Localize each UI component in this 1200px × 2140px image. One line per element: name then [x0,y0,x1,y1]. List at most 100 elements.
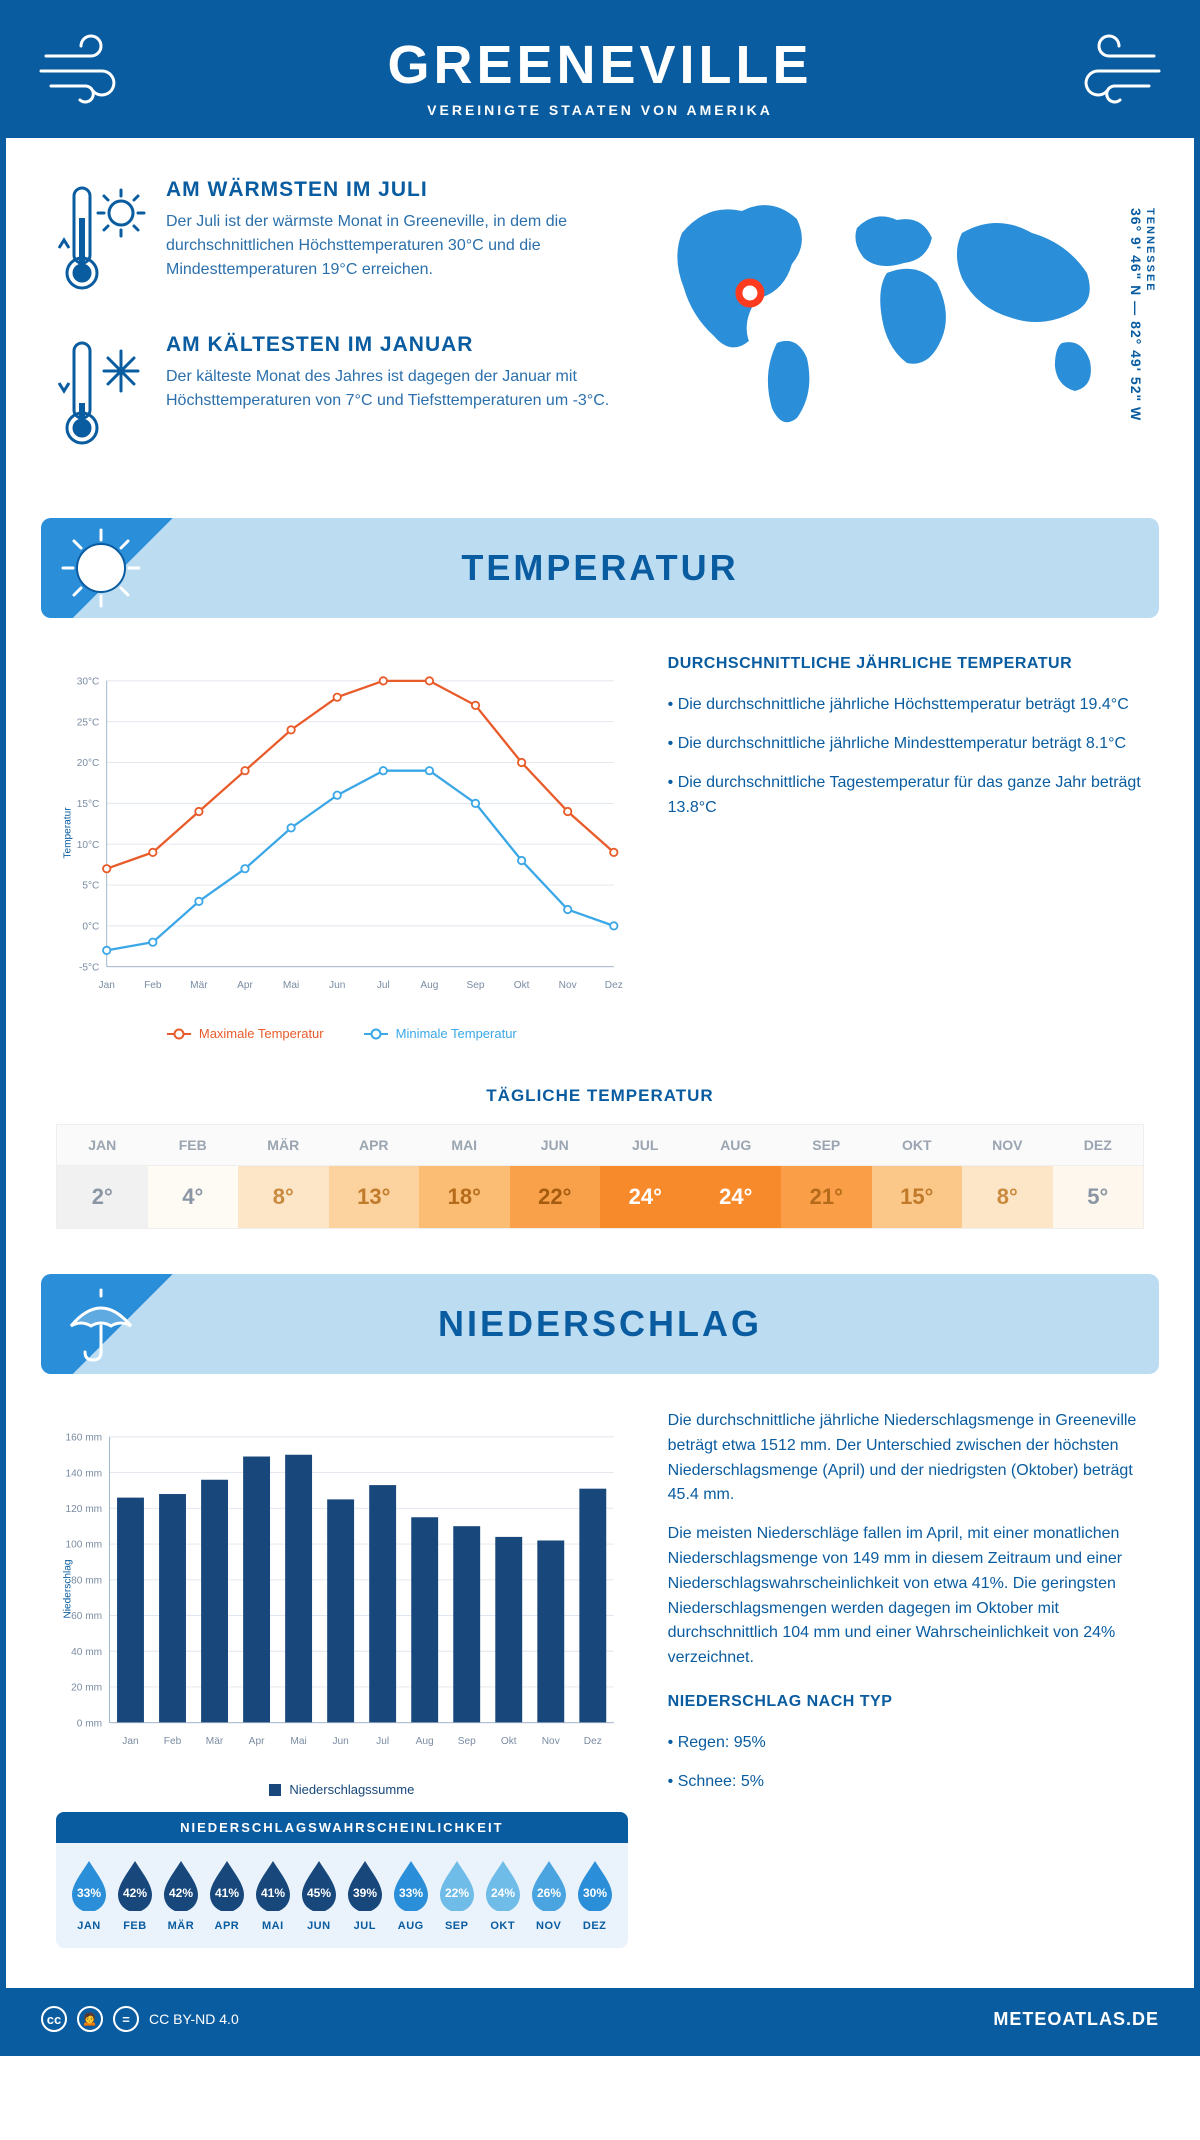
month-header: JUL [600,1125,691,1166]
temp-value: 22° [510,1166,601,1228]
temp-value: 4° [148,1166,239,1228]
coordinates: TENNESSEE 36° 9' 46" N — 82° 49' 52" W [1128,208,1156,421]
probability-drop: 26%NOV [526,1857,572,1932]
svg-text:Mai: Mai [290,1736,306,1747]
svg-text:24%: 24% [491,1886,515,1900]
nd-icon: = [113,2006,139,2032]
svg-text:Mär: Mär [190,980,208,991]
probability-heading: NIEDERSCHLAGSWAHRSCHEINLICHKEIT [56,1812,628,1843]
wind-icon [1064,31,1164,111]
page-title: GREENEVILLE [26,34,1174,96]
svg-text:15°C: 15°C [77,799,100,810]
svg-text:Mär: Mär [206,1736,224,1747]
svg-text:42%: 42% [169,1886,193,1900]
month-header: OKT [872,1125,963,1166]
wind-icon [36,31,136,111]
svg-text:Okt: Okt [501,1736,517,1747]
temp-value: 21° [781,1166,872,1228]
precip-bar-chart: 0 mm20 mm40 mm60 mm80 mm100 mm120 mm140 … [56,1409,628,1769]
svg-text:42%: 42% [123,1886,147,1900]
probability-drop: 42%FEB [112,1857,158,1932]
page-subtitle: VEREINIGTE STAATEN VON AMERIKA [26,102,1174,118]
month-header: JAN [57,1125,148,1166]
month-header: FEB [148,1125,239,1166]
temp-value: 13° [329,1166,420,1228]
daily-temp-heading: TÄGLICHE TEMPERATUR [6,1086,1194,1106]
svg-text:Aug: Aug [416,1736,434,1747]
temp-value: 5° [1053,1166,1144,1228]
probability-drop: 42%MÄR [158,1857,204,1932]
temp-heading: TEMPERATUR [41,547,1159,589]
temp-value: 8° [962,1166,1053,1228]
temp-line-chart: -5°C0°C5°C10°C15°C20°C25°C30°CJanFebMärA… [56,653,628,1013]
svg-text:Feb: Feb [164,1736,182,1747]
probability-box: NIEDERSCHLAGSWAHRSCHEINLICHKEIT 33%JAN42… [56,1812,628,1948]
month-header: DEZ [1053,1125,1144,1166]
probability-drop: 41%MAI [250,1857,296,1932]
month-header: AUG [691,1125,782,1166]
temp-value: 24° [691,1166,782,1228]
temp-section-banner: TEMPERATUR [41,518,1159,618]
probability-drops: 33%JAN42%FEB42%MÄR41%APR41%MAI45%JUN39%J… [66,1857,618,1932]
svg-text:Feb: Feb [144,980,162,991]
sun-icon [59,526,143,610]
svg-text:45%: 45% [307,1886,331,1900]
svg-text:Jun: Jun [332,1736,348,1747]
temp-bullet-2: • Die durchschnittliche jährliche Mindes… [668,732,1144,757]
month-header: JUN [510,1125,601,1166]
svg-text:30%: 30% [583,1886,607,1900]
svg-text:Okt: Okt [514,980,530,991]
temp-summary: DURCHSCHNITTLICHE JÄHRLICHE TEMPERATUR •… [668,653,1144,1041]
svg-text:40 mm: 40 mm [71,1647,102,1658]
svg-text:Jul: Jul [377,980,390,991]
temp-bullet-1: • Die durchschnittliche jährliche Höchst… [668,693,1144,718]
warmest-text: Der Juli ist der wärmste Monat in Greene… [166,210,610,282]
month-header: SEP [781,1125,872,1166]
world-map [640,178,1144,438]
probability-drop: 41%APR [204,1857,250,1932]
svg-text:Jan: Jan [99,980,115,991]
coldest-text: Der kälteste Monat des Jahres ist dagege… [166,365,610,413]
umbrella-icon [59,1282,143,1366]
brand: METEOATLAS.DE [993,2009,1159,2030]
temp-value: 15° [872,1166,963,1228]
svg-text:Aug: Aug [420,980,438,991]
probability-drop: 33%JAN [66,1857,112,1932]
temp-value: 8° [238,1166,329,1228]
probability-drop: 45%JUN [296,1857,342,1932]
svg-text:Nov: Nov [542,1736,561,1747]
svg-text:Apr: Apr [249,1736,265,1747]
probability-drop: 24%OKT [480,1857,526,1932]
warmest-title: AM WÄRMSTEN IM JULI [166,178,610,202]
svg-text:33%: 33% [77,1886,101,1900]
svg-text:Jun: Jun [329,980,345,991]
thermometer-hot-icon [56,178,146,298]
page: GREENEVILLE VEREINIGTE STAATEN VON AMERI… [0,0,1200,2056]
svg-text:80 mm: 80 mm [71,1575,102,1586]
svg-text:120 mm: 120 mm [66,1504,103,1515]
probability-drop: 33%AUG [388,1857,434,1932]
coldest-title: AM KÄLTESTEN IM JANUAR [166,333,610,357]
svg-text:39%: 39% [353,1886,377,1900]
precip-legend: Niederschlagssumme [56,1782,628,1797]
svg-text:26%: 26% [537,1886,561,1900]
probability-drop: 39%JUL [342,1857,388,1932]
svg-text:Nov: Nov [559,980,578,991]
legend-precip: Niederschlagssumme [289,1782,414,1797]
temp-summary-heading: DURCHSCHNITTLICHE JÄHRLICHE TEMPERATUR [668,653,1144,675]
state-label: TENNESSEE [1144,208,1156,415]
svg-text:41%: 41% [261,1886,285,1900]
temp-value: 18° [419,1166,510,1228]
temp-bullet-3: • Die durchschnittliche Tagestemperatur … [668,771,1144,821]
svg-text:41%: 41% [215,1886,239,1900]
svg-text:Niederschlag: Niederschlag [63,1559,74,1618]
svg-text:10°C: 10°C [77,840,100,851]
license-text: CC BY-ND 4.0 [149,2011,239,2027]
svg-text:30°C: 30°C [77,677,100,688]
coldest-fact: AM KÄLTESTEN IM JANUAR Der kälteste Mona… [56,333,610,453]
svg-text:Sep: Sep [458,1736,476,1747]
svg-text:-5°C: -5°C [79,962,99,973]
svg-text:0°C: 0°C [82,922,99,933]
svg-text:25°C: 25°C [77,717,100,728]
precip-p1: Die durchschnittliche jährliche Niedersc… [668,1409,1144,1508]
